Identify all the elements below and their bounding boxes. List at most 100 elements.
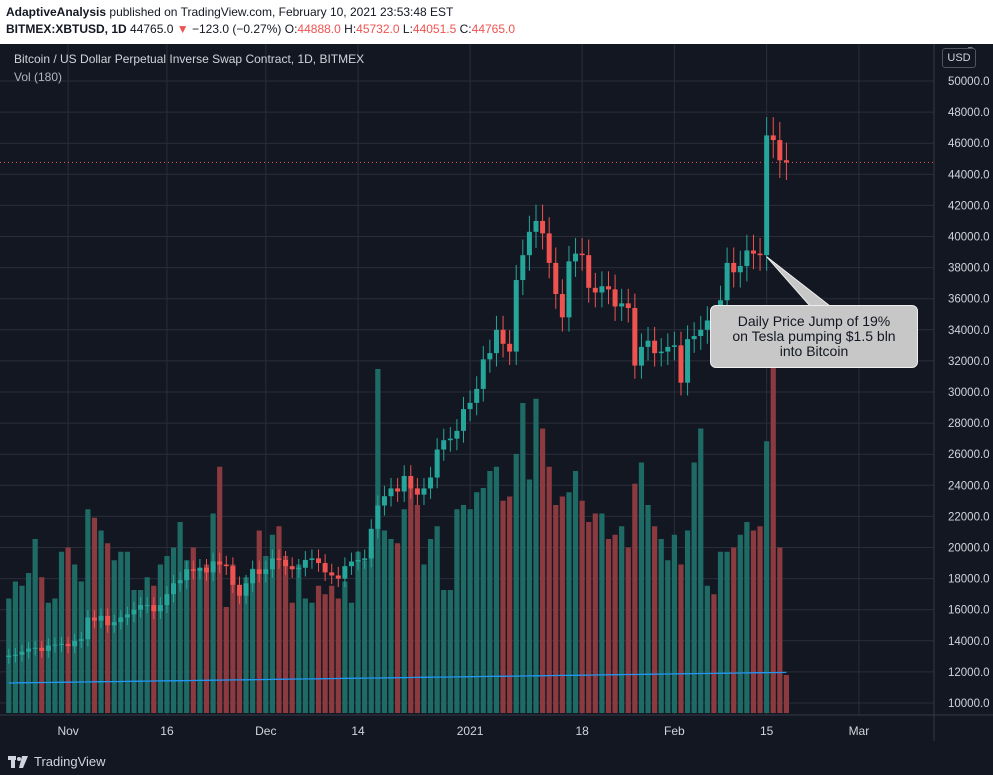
annotation-text: Daily Price Jump of 19% on Tesla pumping… bbox=[732, 314, 895, 359]
volume-bar bbox=[566, 492, 572, 713]
volume-bar bbox=[164, 556, 170, 713]
volume-bar bbox=[256, 530, 262, 713]
volume-bar bbox=[58, 551, 65, 713]
candle-body bbox=[573, 253, 579, 262]
candle-body bbox=[546, 233, 552, 263]
volume-bar bbox=[678, 564, 684, 713]
volume-bar bbox=[230, 564, 236, 713]
candle-body bbox=[750, 250, 756, 254]
candle-body bbox=[12, 654, 18, 656]
volume-bar bbox=[632, 483, 638, 713]
volume-legend: Vol (180) bbox=[14, 70, 63, 84]
candle-body bbox=[500, 329, 506, 344]
volume-bar bbox=[151, 585, 157, 713]
publisher-name[interactable]: AdaptiveAnalysis bbox=[6, 5, 107, 19]
candle-body bbox=[52, 644, 58, 646]
candle-body bbox=[236, 584, 242, 596]
annotation-callout[interactable]: Daily Price Jump of 19% on Tesla pumping… bbox=[710, 305, 918, 368]
candle-body bbox=[691, 336, 697, 340]
open-label: O: bbox=[284, 22, 298, 36]
candle-body bbox=[783, 160, 789, 163]
price-chart-svg[interactable]: 10000.0 12000.0 14000.0 16000.0 18000.0 20000… bbox=[0, 0, 993, 750]
volume-bar bbox=[737, 534, 743, 713]
candle-body bbox=[757, 253, 763, 256]
tradingview-logo-icon bbox=[8, 755, 28, 768]
annotation-line: into Bitcoin bbox=[779, 343, 849, 359]
candle-body bbox=[85, 617, 91, 640]
volume-bar bbox=[665, 560, 671, 713]
high-label: H: bbox=[344, 22, 357, 36]
candle-body bbox=[638, 346, 644, 366]
candle-body bbox=[32, 647, 38, 649]
volume-bar bbox=[474, 492, 480, 713]
volume-bar bbox=[652, 526, 658, 713]
time-tick-label: 2021 bbox=[457, 724, 484, 738]
volume-bar bbox=[671, 534, 677, 713]
volume-bar bbox=[447, 590, 453, 713]
price-tick-label: 18000.0 bbox=[948, 574, 990, 586]
candle-body bbox=[329, 572, 335, 576]
volume-bar bbox=[698, 428, 704, 713]
candle-body bbox=[540, 220, 546, 234]
volume-bar bbox=[559, 496, 565, 713]
tradingview-logo[interactable]: TradingView bbox=[8, 754, 106, 769]
candle-body bbox=[625, 303, 631, 309]
candle-body bbox=[322, 563, 328, 573]
time-tick-label: 18 bbox=[575, 724, 589, 738]
candle-body bbox=[375, 505, 381, 529]
price-tick-label: 38000.0 bbox=[948, 263, 990, 275]
volume-bar bbox=[131, 590, 137, 713]
candle-body bbox=[434, 449, 440, 478]
candle-body bbox=[559, 294, 565, 318]
price-tick-label: 30000.0 bbox=[948, 387, 990, 399]
open-value: 44888.0 bbox=[297, 22, 341, 36]
volume-bar bbox=[395, 543, 401, 713]
price-tick-label: 20000.0 bbox=[948, 543, 990, 555]
candle-body bbox=[671, 345, 677, 347]
volume-bar bbox=[388, 539, 394, 713]
candle-body bbox=[414, 488, 420, 495]
volume-bar bbox=[619, 526, 625, 713]
candle-body bbox=[131, 609, 137, 615]
candle-body bbox=[685, 339, 691, 383]
published-text: published on TradingView.com, February 1… bbox=[109, 5, 454, 19]
candle-body bbox=[144, 605, 150, 607]
candle-body bbox=[26, 648, 32, 652]
candle-body bbox=[302, 559, 308, 568]
volume-bar bbox=[777, 547, 783, 713]
volume-bar bbox=[770, 356, 776, 713]
volume-bar bbox=[467, 509, 473, 713]
candle-body bbox=[724, 262, 730, 301]
candle-body bbox=[513, 280, 519, 352]
candle-body bbox=[217, 561, 223, 565]
candle-body bbox=[520, 255, 526, 281]
volume-bar bbox=[546, 466, 552, 713]
candle-body bbox=[612, 289, 618, 307]
volume-bar bbox=[454, 509, 460, 713]
candle-body bbox=[98, 615, 104, 621]
volume-bar bbox=[203, 564, 210, 713]
candle-body bbox=[283, 559, 289, 567]
publish-header: AdaptiveAnalysis published on TradingVie… bbox=[0, 0, 993, 44]
ohlc-line: BITMEX:XBTUSD, 1D 44765.0 ▼ −123.0 (−0.2… bbox=[6, 22, 515, 36]
volume-bar bbox=[757, 526, 763, 713]
candle-body bbox=[223, 564, 229, 567]
volume-bar bbox=[177, 522, 183, 713]
annotation-line: on Tesla pumping $1.5 bln bbox=[732, 328, 896, 344]
price-tick-label: 34000.0 bbox=[948, 325, 990, 337]
volume-bar bbox=[32, 539, 38, 713]
volume-bar bbox=[731, 547, 737, 713]
candle-body bbox=[177, 580, 183, 584]
candle-body bbox=[645, 340, 651, 347]
volume-bar bbox=[480, 488, 486, 713]
currency-button[interactable]: USD bbox=[942, 48, 976, 68]
candle-body bbox=[230, 566, 236, 585]
price-tick-label: 24000.0 bbox=[948, 480, 990, 492]
candle-body bbox=[296, 567, 302, 570]
low-value: 44051.5 bbox=[412, 22, 457, 36]
candle-body bbox=[408, 475, 414, 489]
volume-bar bbox=[533, 398, 539, 713]
candle-body bbox=[335, 575, 341, 579]
price-tick-label: 50000.0 bbox=[948, 76, 990, 88]
volume-bar bbox=[421, 564, 427, 713]
